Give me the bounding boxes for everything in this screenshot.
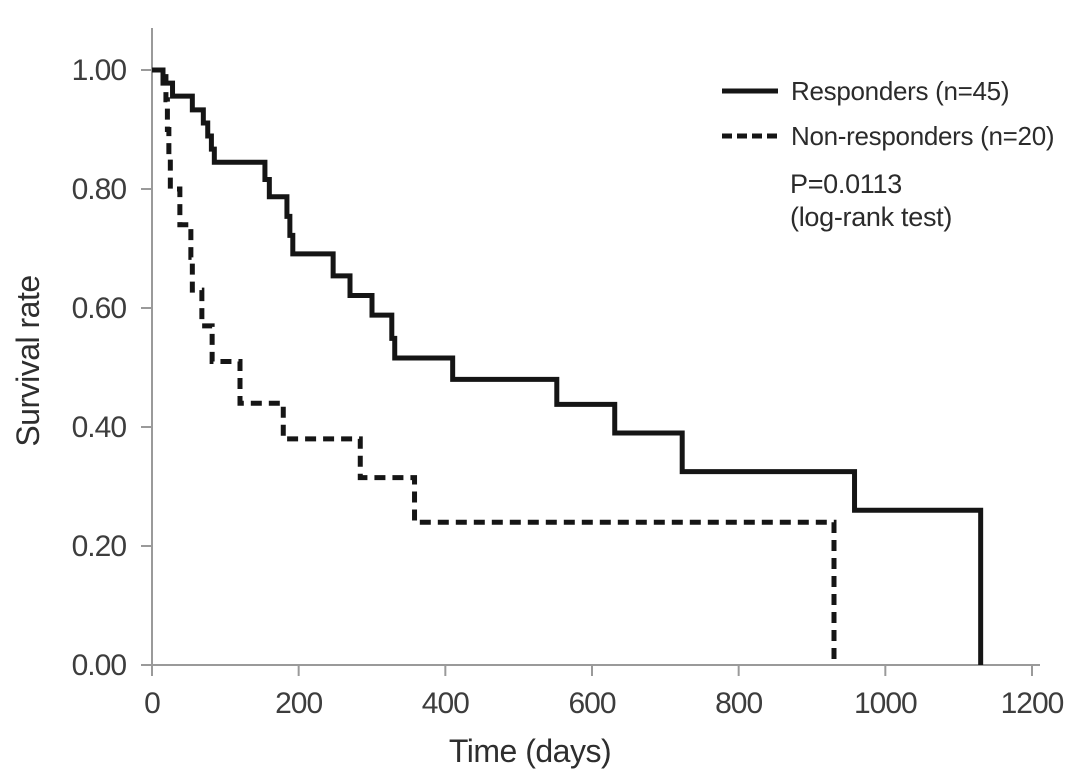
y-axis-title: Survival rate [10, 275, 46, 447]
x-tick-label-1000: 1000 [854, 687, 917, 720]
x-tick-label-1200: 1200 [1001, 687, 1064, 720]
y-tick-label-1.00: 1.00 [72, 54, 127, 87]
x-tick-label-800: 800 [715, 687, 762, 720]
y-tick-label-0.60: 0.60 [72, 292, 127, 325]
y-tick-label-0.00: 0.00 [72, 649, 127, 682]
y-tick-label-0.40: 0.40 [72, 411, 127, 444]
x-tick-label-200: 200 [275, 687, 322, 720]
test-name-text: (log-rank test) [790, 202, 953, 232]
x-axis-title: Time (days) [448, 733, 612, 769]
curve-responders [152, 67, 984, 665]
dashed-line-swatch-icon [722, 133, 778, 139]
x-tick-label-600: 600 [568, 687, 615, 720]
x-tick-label-400: 400 [422, 687, 469, 720]
y-tick-label-0.80: 0.80 [72, 173, 127, 206]
legend-item-non-responders: Non-responders (n=20) [722, 119, 1055, 153]
p-value-annotation: P=0.0113 (log-rank test) [790, 168, 952, 234]
curve-non-responders [152, 67, 837, 665]
y-tick-label-0.20: 0.20 [72, 530, 127, 563]
legend-item-responders: Responders (n=45) [722, 74, 1010, 108]
legend-label-non-responders: Non-responders (n=20) [791, 120, 1055, 151]
x-tick-label-0: 0 [144, 687, 160, 720]
legend-label-responders: Responders (n=45) [791, 75, 1010, 106]
solid-line-swatch-icon [722, 88, 778, 94]
p-value-text: P=0.0113 [790, 169, 902, 199]
